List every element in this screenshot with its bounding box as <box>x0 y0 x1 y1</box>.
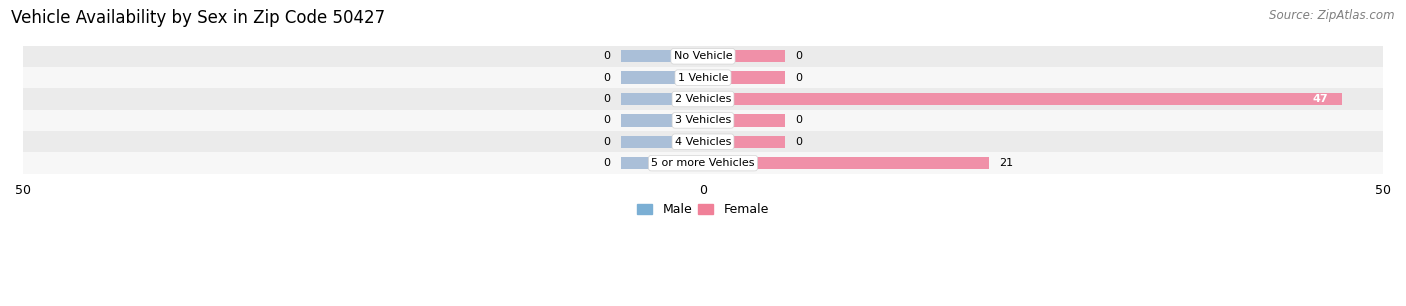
Text: 0: 0 <box>603 73 610 83</box>
Text: 2 Vehicles: 2 Vehicles <box>675 94 731 104</box>
Text: 0: 0 <box>603 137 610 147</box>
Bar <box>621 136 703 148</box>
Text: 0: 0 <box>603 158 610 168</box>
Bar <box>22 67 1384 88</box>
Bar <box>703 50 785 62</box>
Bar <box>703 93 1343 105</box>
Text: 0: 0 <box>603 51 610 61</box>
Bar <box>621 93 703 105</box>
Text: 4 Vehicles: 4 Vehicles <box>675 137 731 147</box>
Bar <box>703 72 785 84</box>
Text: 0: 0 <box>796 137 803 147</box>
Bar <box>621 72 703 84</box>
Bar <box>22 110 1384 131</box>
Bar <box>22 131 1384 152</box>
Bar <box>703 157 988 169</box>
Text: No Vehicle: No Vehicle <box>673 51 733 61</box>
Text: Source: ZipAtlas.com: Source: ZipAtlas.com <box>1270 9 1395 22</box>
Bar <box>621 50 703 62</box>
Bar <box>22 152 1384 174</box>
Text: 0: 0 <box>796 51 803 61</box>
Text: 0: 0 <box>603 115 610 125</box>
Text: 3 Vehicles: 3 Vehicles <box>675 115 731 125</box>
Text: 47: 47 <box>1313 94 1329 104</box>
Text: 21: 21 <box>1000 158 1014 168</box>
Bar <box>621 114 703 127</box>
Bar <box>22 88 1384 110</box>
Text: 5 or more Vehicles: 5 or more Vehicles <box>651 158 755 168</box>
Text: 0: 0 <box>796 73 803 83</box>
Legend: Male, Female: Male, Female <box>633 198 773 222</box>
Bar <box>621 157 703 169</box>
Bar <box>703 136 785 148</box>
Text: 0: 0 <box>796 115 803 125</box>
Text: 1 Vehicle: 1 Vehicle <box>678 73 728 83</box>
Text: 0: 0 <box>603 94 610 104</box>
Text: Vehicle Availability by Sex in Zip Code 50427: Vehicle Availability by Sex in Zip Code … <box>11 9 385 27</box>
Bar <box>703 114 785 127</box>
Bar <box>22 46 1384 67</box>
